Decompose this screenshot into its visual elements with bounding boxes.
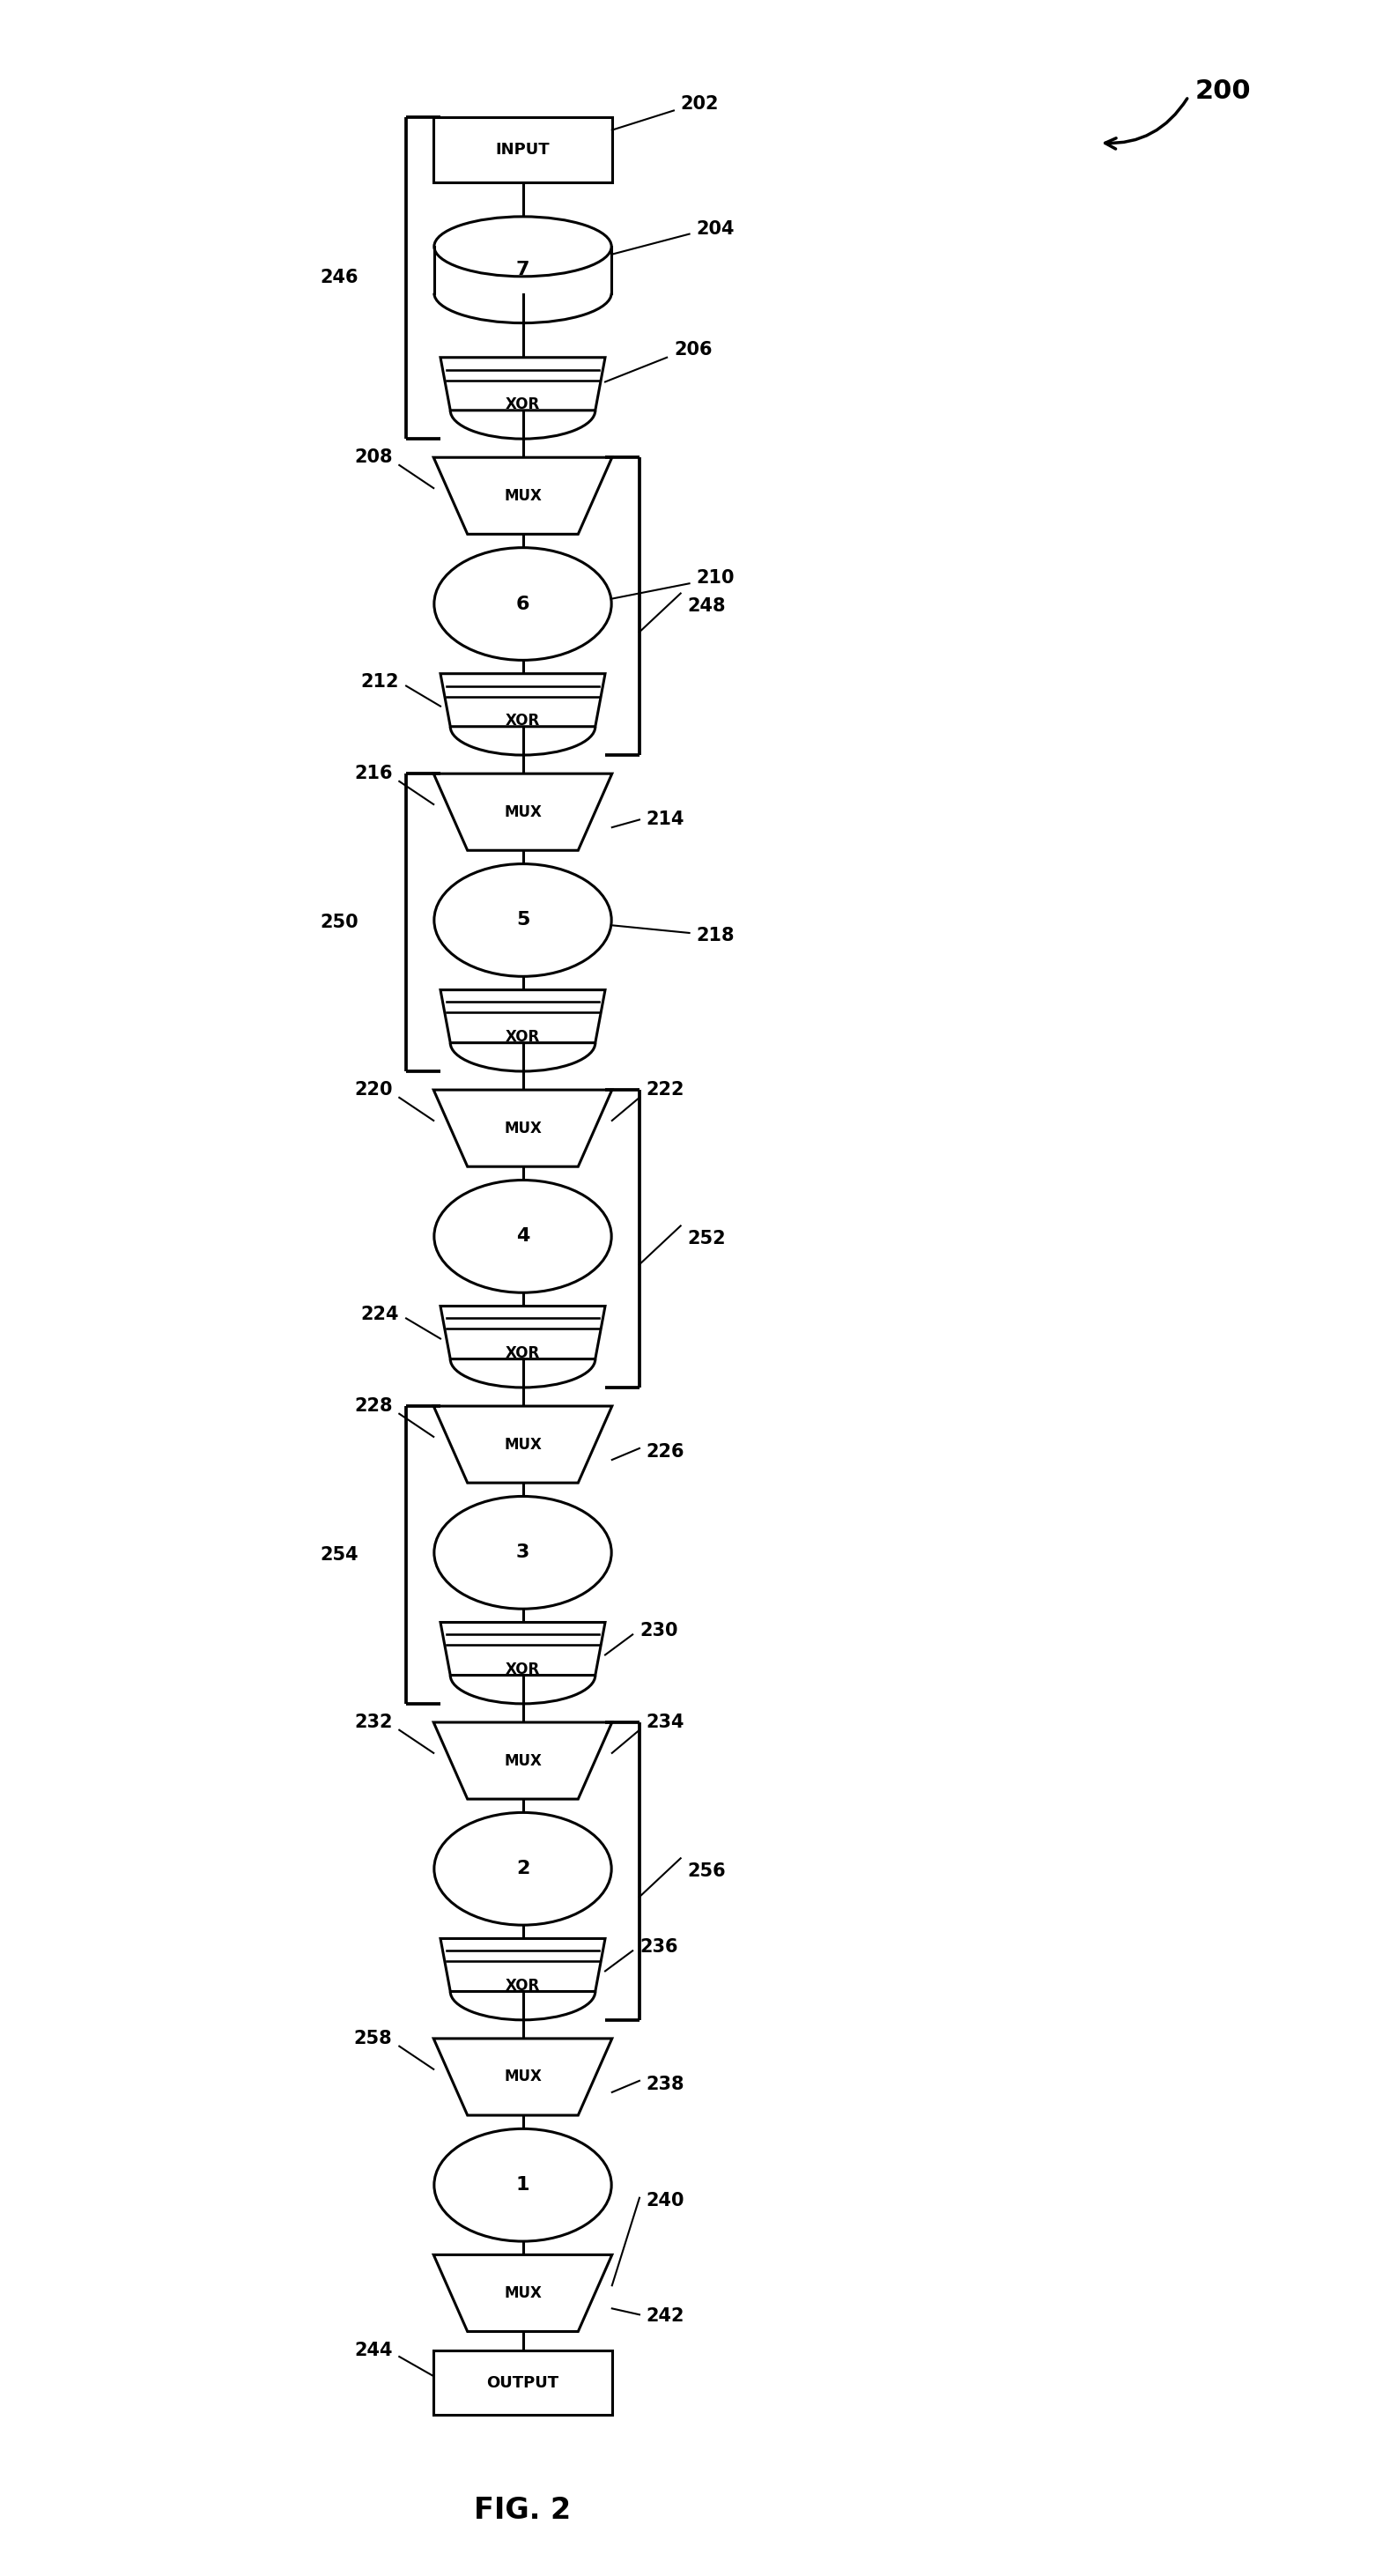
Text: 234: 234 <box>646 1713 685 1731</box>
Polygon shape <box>440 1306 605 1360</box>
Ellipse shape <box>434 1814 612 1924</box>
Text: OUTPUT: OUTPUT <box>487 2375 560 2391</box>
Text: FIG. 2: FIG. 2 <box>474 2496 571 2524</box>
Text: 258: 258 <box>353 2030 392 2048</box>
Text: 5: 5 <box>516 912 529 930</box>
Ellipse shape <box>434 2128 612 2241</box>
Text: XOR: XOR <box>506 397 540 412</box>
Text: XOR: XOR <box>506 1345 540 1360</box>
Bar <box>433 116 612 183</box>
Text: MUX: MUX <box>503 1437 542 1453</box>
Text: 254: 254 <box>319 1546 358 1564</box>
Text: 4: 4 <box>516 1229 529 1244</box>
Polygon shape <box>440 1940 605 1991</box>
Text: 246: 246 <box>320 268 358 286</box>
Text: 7: 7 <box>516 260 529 278</box>
Text: 6: 6 <box>516 595 529 613</box>
Polygon shape <box>440 1623 605 1674</box>
Text: 240: 240 <box>646 2192 685 2210</box>
Text: 202: 202 <box>681 95 719 113</box>
Text: MUX: MUX <box>503 487 542 505</box>
Text: 216: 216 <box>355 765 392 783</box>
Polygon shape <box>433 1406 612 1484</box>
Text: 252: 252 <box>688 1229 726 1247</box>
Text: 230: 230 <box>639 1623 678 1638</box>
Polygon shape <box>433 2038 612 2115</box>
Bar <box>434 247 612 294</box>
Text: 3: 3 <box>516 1543 529 1561</box>
Text: MUX: MUX <box>503 1121 542 1136</box>
Polygon shape <box>433 459 612 533</box>
Text: MUX: MUX <box>503 2069 542 2084</box>
Polygon shape <box>440 989 605 1043</box>
Text: MUX: MUX <box>503 2285 542 2300</box>
Text: 214: 214 <box>646 811 685 829</box>
Text: 1: 1 <box>516 2177 529 2195</box>
Text: 248: 248 <box>688 598 726 616</box>
Text: XOR: XOR <box>506 714 540 729</box>
Text: 242: 242 <box>646 2308 685 2326</box>
Text: 244: 244 <box>355 2342 392 2360</box>
Text: MUX: MUX <box>503 1752 542 1770</box>
Text: 238: 238 <box>646 2076 685 2094</box>
Text: 218: 218 <box>696 927 734 945</box>
Text: XOR: XOR <box>506 1662 540 1677</box>
Text: 224: 224 <box>362 1306 399 1324</box>
Ellipse shape <box>434 216 612 276</box>
Polygon shape <box>433 773 612 850</box>
Text: 228: 228 <box>355 1396 392 1414</box>
Bar <box>433 2349 612 2416</box>
Ellipse shape <box>434 1180 612 1293</box>
Text: 232: 232 <box>355 1713 392 1731</box>
Text: 250: 250 <box>319 914 358 933</box>
Ellipse shape <box>434 549 612 659</box>
Polygon shape <box>433 1723 612 1798</box>
Text: 212: 212 <box>362 672 399 690</box>
Polygon shape <box>433 2254 612 2331</box>
Text: MUX: MUX <box>503 804 542 819</box>
Text: 204: 204 <box>696 219 734 237</box>
Text: 226: 226 <box>646 1443 685 1461</box>
Text: 236: 236 <box>639 1937 678 1955</box>
Text: XOR: XOR <box>506 1978 540 1994</box>
Text: XOR: XOR <box>506 1030 540 1046</box>
Text: 208: 208 <box>355 448 392 466</box>
Text: 200: 200 <box>1195 77 1251 103</box>
Text: 222: 222 <box>646 1082 685 1100</box>
Text: INPUT: INPUT <box>495 142 550 157</box>
Text: 220: 220 <box>355 1082 392 1100</box>
Ellipse shape <box>434 1497 612 1610</box>
Text: 2: 2 <box>516 1860 529 1878</box>
Polygon shape <box>440 675 605 726</box>
Text: 206: 206 <box>674 340 712 358</box>
Text: 256: 256 <box>688 1862 726 1880</box>
Polygon shape <box>433 1090 612 1167</box>
Ellipse shape <box>434 863 612 976</box>
Polygon shape <box>440 358 605 410</box>
Text: 210: 210 <box>696 569 734 587</box>
